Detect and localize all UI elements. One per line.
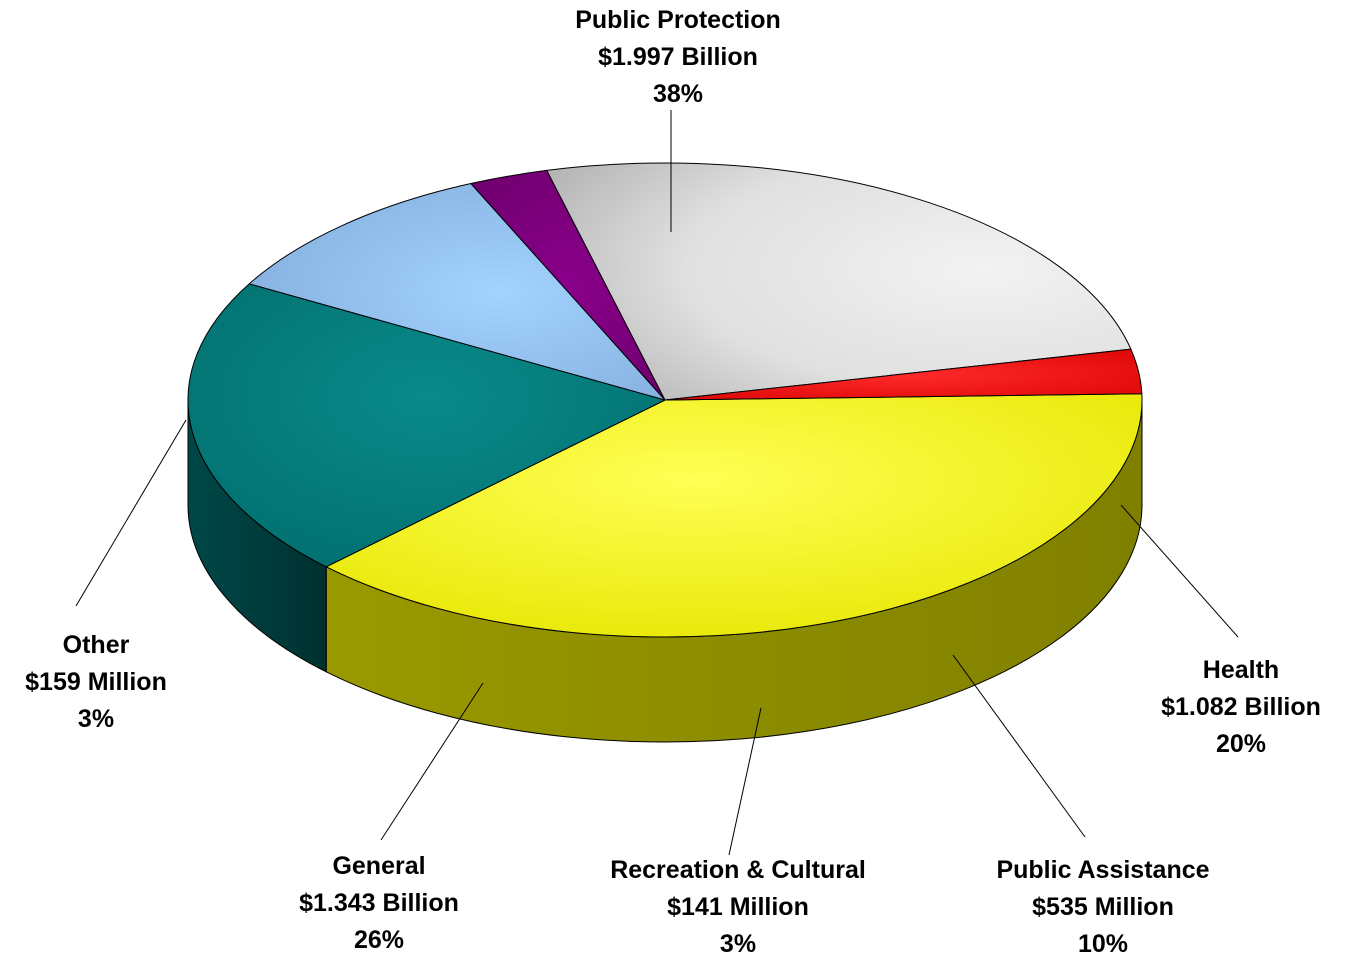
slice-public_protection — [325, 393, 1143, 638]
slice-health — [187, 283, 666, 568]
leader-line-recreation_cultural — [728, 707, 762, 856]
slice-name: Recreation & Cultural — [610, 856, 866, 884]
slice-percent: 3% — [77, 705, 115, 733]
label-public-assistance: Public Assistance $535 Million 10% — [996, 852, 1209, 960]
slice-name: General — [332, 852, 426, 880]
slice-amount: $1.082 Billion — [1161, 693, 1321, 721]
slice-amount: $1.997 Billion — [598, 43, 758, 71]
slice-percent: 10% — [1077, 930, 1129, 958]
slice-name: Health — [1202, 656, 1280, 684]
leader-line-public_assistance — [952, 654, 1086, 838]
slice-amount: $1.343 Billion — [299, 889, 459, 917]
slice-amount: $535 Million — [1032, 893, 1174, 921]
leader-line-other — [75, 419, 187, 607]
slice-public_assistance — [248, 183, 666, 401]
label-recreation-cultural: Recreation & Cultural $141 Million 3% — [610, 852, 866, 960]
label-public-protection: Public Protection $1.997 Billion 38% — [575, 2, 781, 113]
leader-line-health — [1120, 504, 1239, 638]
slice-percent: 3% — [719, 930, 757, 958]
slice-other — [664, 348, 1143, 401]
slice-percent: 20% — [1215, 730, 1267, 758]
slice-amount: $141 Million — [667, 893, 809, 921]
label-general: General $1.343 Billion 26% — [299, 848, 459, 959]
slice-general — [546, 162, 1132, 401]
label-leader-lines — [75, 110, 1239, 856]
label-health: Health $1.082 Billion 20% — [1161, 652, 1321, 763]
slice-name: Other — [62, 631, 130, 659]
leader-line-general — [380, 682, 484, 841]
pie-top-faces — [187, 162, 1143, 638]
slice-percent: 26% — [353, 926, 405, 954]
slice-amount: $159 Million — [25, 668, 167, 696]
slice-name: Public Assistance — [996, 856, 1210, 884]
slice-percent: 38% — [652, 80, 704, 108]
label-other: Other $159 Million 3% — [25, 627, 167, 738]
slice-name: Public Protection — [575, 6, 781, 34]
